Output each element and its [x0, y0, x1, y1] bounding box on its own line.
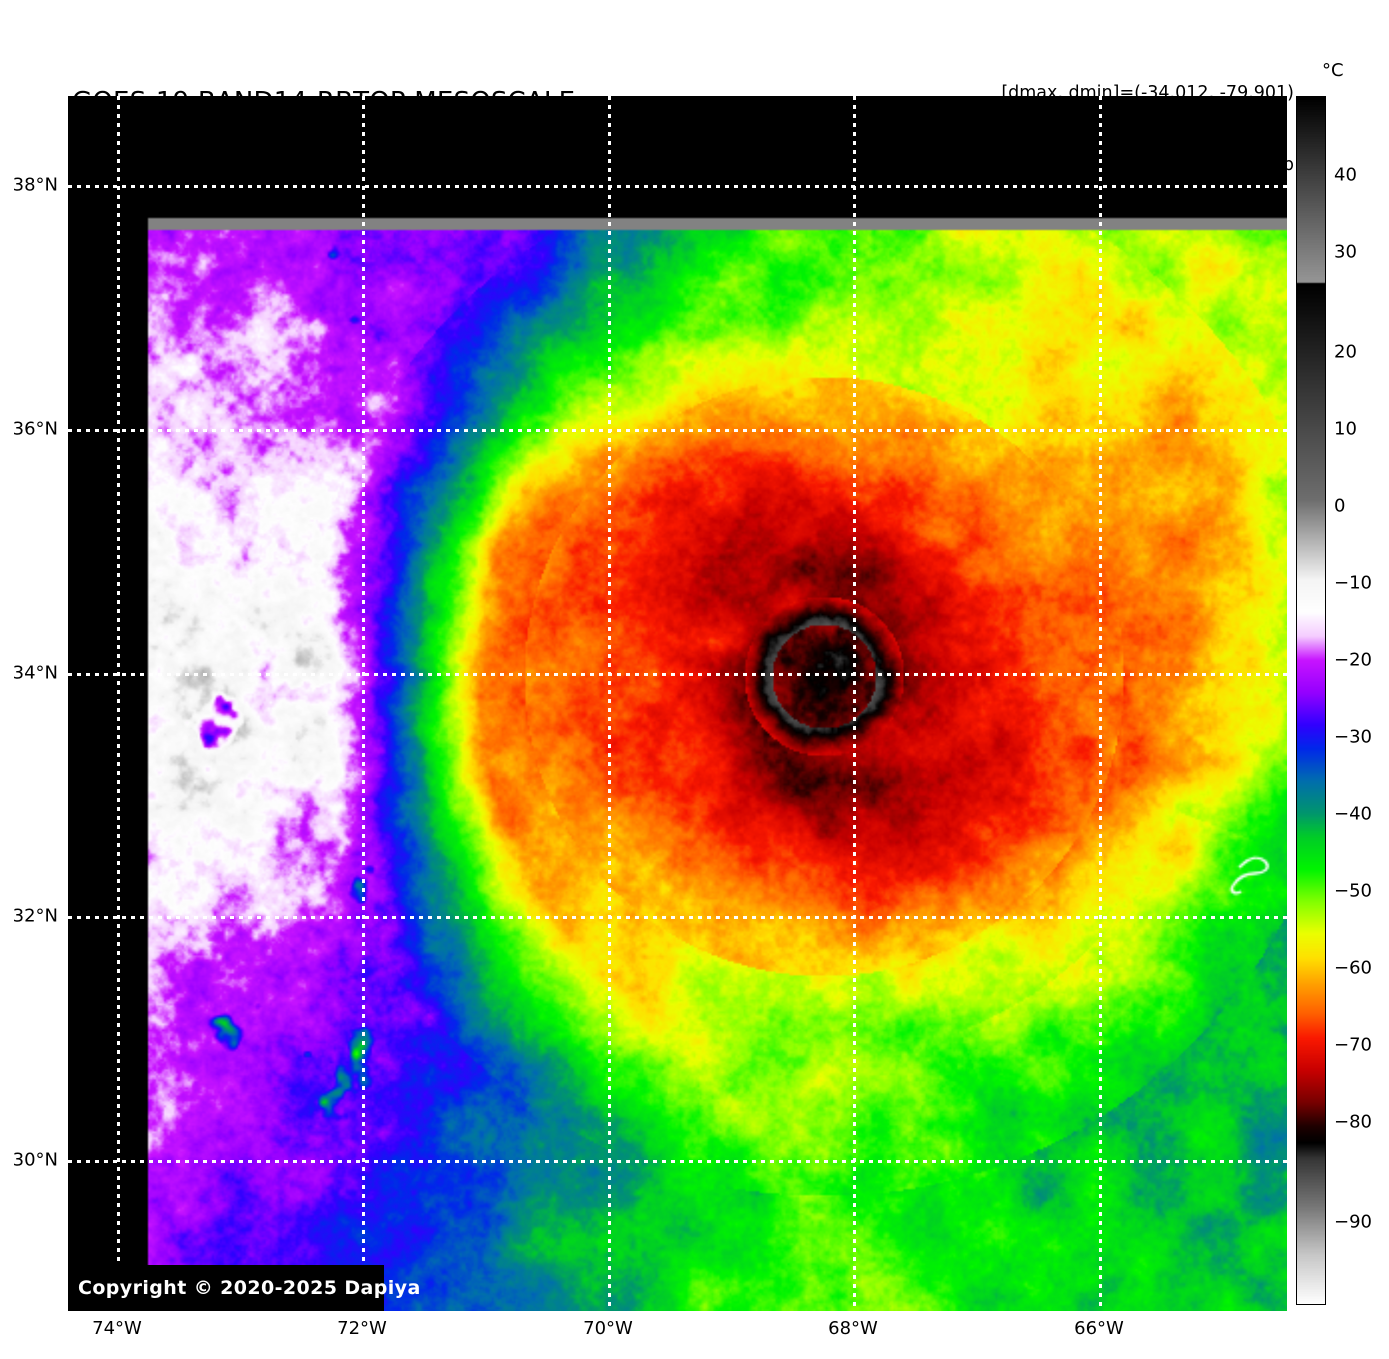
y-axis-tick-label: 34°N — [12, 662, 58, 684]
y-axis-tick-label: 30°N — [12, 1149, 58, 1171]
y-axis-tick: 32°N — [13, 906, 103, 927]
colorbar-tick: −50 — [1334, 880, 1372, 902]
y-axis-tick-label: 38°N — [12, 174, 58, 196]
x-axis-tick: 70°W — [583, 1318, 633, 1339]
y-axis-tick: 34°N — [13, 663, 103, 684]
copyright-banner: Copyright © 2020-2025 Dapiya — [68, 1265, 420, 1311]
y-axis-tick-label: 32°N — [12, 905, 58, 927]
y-axis-tick: 36°N — [13, 419, 103, 440]
colorbar-tick: −60 — [1334, 957, 1372, 979]
x-axis-tick: 72°W — [337, 1318, 387, 1339]
satellite-image-plot: Copyright © 2020-2025 Dapiya — [68, 96, 1287, 1311]
y-axis-tick: 38°N — [13, 175, 103, 196]
colorbar-tick: −40 — [1334, 803, 1372, 825]
colorbar-tick: 40 — [1334, 164, 1357, 186]
colorbar-tick: −80 — [1334, 1111, 1372, 1133]
y-axis-tick: 30°N — [13, 1150, 103, 1171]
colorbar-unit-label: °C — [1322, 60, 1344, 81]
colorbar-tick: 10 — [1334, 418, 1357, 440]
x-axis-tick: 66°W — [1074, 1318, 1124, 1339]
copyright-text: Copyright © 2020-2025 Dapiya — [78, 1277, 421, 1299]
colorbar-tick: −10 — [1334, 572, 1372, 594]
colorbar-gradient — [1297, 97, 1325, 1304]
colorbar-tick: 20 — [1334, 341, 1357, 363]
colorbar-tick: −90 — [1334, 1211, 1372, 1233]
colorbar-tick: 30 — [1334, 241, 1357, 263]
colorbar-tick: −30 — [1334, 726, 1372, 748]
colorbar-tick: 0 — [1334, 495, 1346, 517]
colorbar-tick: −70 — [1334, 1034, 1372, 1056]
colorbar — [1296, 96, 1326, 1305]
colorbar-tick: −20 — [1334, 649, 1372, 671]
satellite-imagery-canvas — [68, 96, 1287, 1311]
y-axis-tick-label: 36°N — [12, 418, 58, 440]
x-axis-tick: 68°W — [828, 1318, 878, 1339]
x-axis-tick: 74°W — [92, 1318, 142, 1339]
